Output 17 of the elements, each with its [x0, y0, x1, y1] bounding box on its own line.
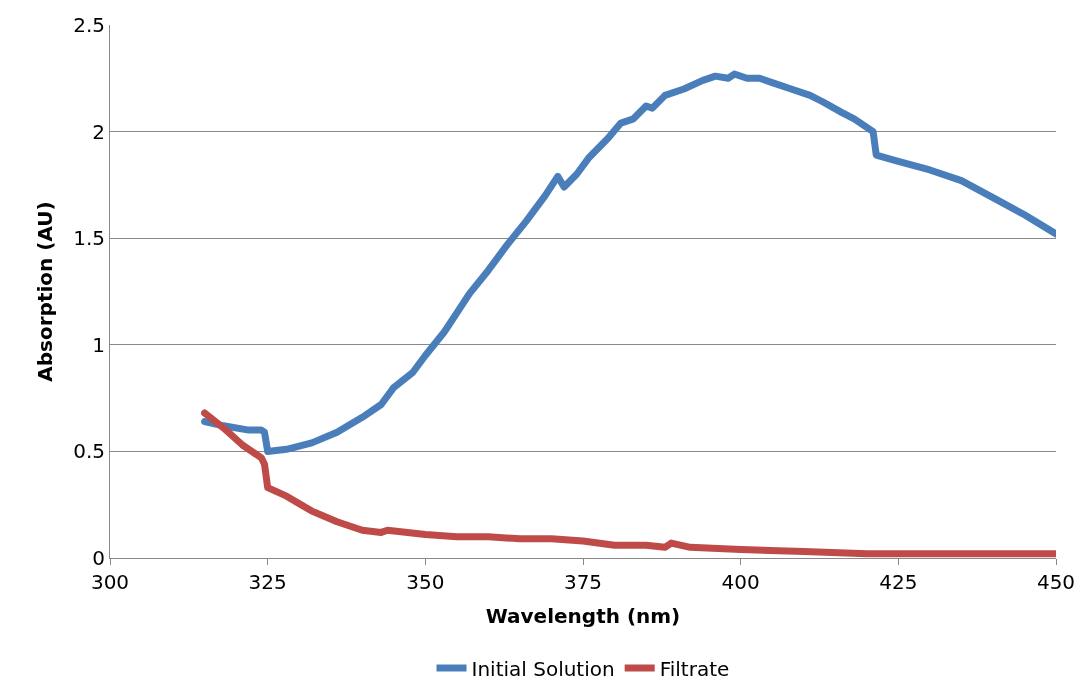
- x-tick-label: 375: [563, 570, 603, 594]
- x-tick-label: 450: [1036, 570, 1076, 594]
- y-axis-title: Absorption (AU): [32, 201, 57, 382]
- y-tick-label: 0.5: [73, 439, 105, 464]
- y-tick-label: 2.5: [73, 13, 105, 37]
- x-tick-label: 300: [90, 570, 130, 594]
- x-tick-label: 350: [406, 570, 445, 594]
- x-axis-title: Wavelength (nm): [485, 603, 681, 628]
- y-tick-label: 2: [92, 119, 105, 144]
- y-tick-label: 0: [92, 546, 105, 570]
- legend-label: Filtrate: [659, 656, 730, 681]
- x-tick-label: 400: [721, 570, 760, 594]
- legend-label: Initial Solution: [471, 656, 615, 681]
- y-tick-label: 1: [92, 332, 105, 357]
- y-tick-label: 1.5: [73, 226, 105, 251]
- x-tick-label: 325: [248, 570, 287, 594]
- x-tick-label: 425: [879, 570, 918, 594]
